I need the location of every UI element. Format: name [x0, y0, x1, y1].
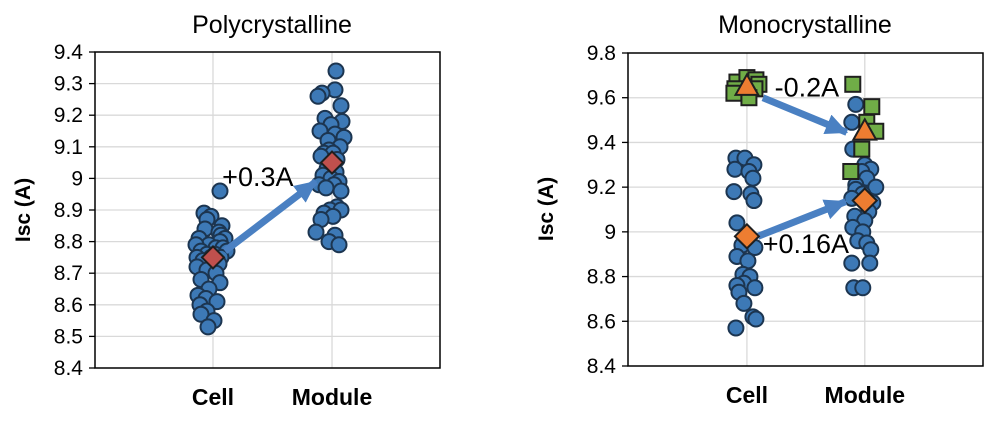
y-tick-label: 8.6	[587, 310, 616, 333]
scatter-point	[307, 223, 325, 241]
scatter-point	[332, 97, 350, 115]
y-tick-label: 8.4	[587, 355, 617, 378]
y-axis-title: Isc (A)	[535, 177, 558, 241]
chart-title: Polycrystalline	[192, 11, 352, 39]
shift-annotation: -0.2A	[775, 73, 840, 103]
category-label: Cell	[726, 382, 768, 408]
y-tick-label: 9.3	[54, 73, 83, 96]
scatter-point	[317, 179, 335, 197]
category-label: Cell	[192, 384, 234, 410]
scatter-point	[854, 279, 872, 297]
y-tick-label: 8.4	[54, 357, 84, 380]
scatter-point	[726, 160, 744, 178]
shift-arrow	[222, 178, 319, 254]
shift-annotation: +0.16A	[763, 229, 849, 259]
y-tick-label: 9.4	[587, 131, 617, 154]
mean-marker	[851, 187, 879, 214]
y-tick-label: 9.4	[54, 41, 84, 64]
chart-title: Monocrystalline	[718, 11, 892, 39]
scatter-point	[199, 318, 217, 336]
mean-marker	[733, 222, 761, 250]
y-tick-label: 8.9	[54, 199, 83, 222]
polycrystalline-chart: Polycrystalline Isc (A) 8.48.58.68.78.88…	[12, 11, 441, 410]
y-tick-label: 9.6	[587, 87, 616, 110]
scatter-point	[746, 279, 764, 297]
mean-marker	[319, 150, 345, 176]
scatter-point	[745, 192, 763, 210]
category-label: Module	[292, 384, 373, 410]
scatter-point	[842, 162, 860, 180]
mean-marker	[200, 244, 226, 270]
scatter-point	[211, 182, 229, 200]
axis-frame	[94, 51, 441, 369]
scatter-point	[844, 75, 862, 93]
plot-area: 8.4 8.5 8.6 8.7 8.8 8.9 9 9.1 9.2 9.3 9.4 Cell Modul…	[54, 41, 441, 410]
y-tick-label: 8.8	[54, 231, 83, 254]
scatter-point	[727, 319, 745, 337]
scatter-point	[330, 236, 348, 254]
y-tick-label: 8.5	[54, 325, 83, 348]
plot-area: 8.4 8.6 8.8 9 9.2 9.4 9.6 9.8 Cell Module -0.2A +0.…	[587, 42, 984, 408]
scatter-point	[309, 87, 327, 105]
scatter-point	[867, 178, 885, 196]
scatter-point	[744, 169, 762, 187]
y-tick-label: 9.1	[54, 136, 83, 159]
scatter-point	[327, 62, 345, 80]
scatter-point	[847, 95, 865, 113]
shift-annotation: +0.3A	[222, 162, 293, 192]
scatter-point	[861, 254, 879, 272]
y-tick-label: 8.7	[54, 262, 83, 285]
category-label: Module	[825, 382, 906, 408]
shift-arrow	[756, 198, 848, 240]
scatter-point	[728, 214, 746, 232]
scatter-point	[735, 294, 753, 312]
monocrystalline-chart: Monocrystalline Isc (A) 8.4 8.6 8.8 9 9.2 9.4…	[535, 11, 984, 408]
scatter-point	[843, 113, 861, 131]
scatter-point	[747, 310, 765, 328]
y-tick-label: 8.8	[587, 266, 616, 289]
y-tick-label: 9	[71, 167, 83, 190]
scatter-point	[332, 182, 350, 200]
y-tick-label: 9.2	[587, 176, 616, 199]
y-tick-label: 9.2	[54, 104, 83, 127]
y-tick-label: 9.8	[587, 42, 616, 65]
shift-arrow	[761, 94, 849, 136]
scatter-point	[853, 140, 871, 158]
axis-frame	[627, 52, 984, 367]
y-tick-label: 9	[604, 221, 616, 244]
y-tick-label: 8.6	[54, 294, 83, 317]
scatter-point	[843, 254, 861, 272]
mean-marker	[851, 117, 878, 141]
scatter-point	[725, 183, 743, 201]
mean-marker	[733, 72, 761, 96]
y-axis-title: Isc (A)	[12, 178, 35, 242]
scatter-point	[863, 98, 881, 116]
